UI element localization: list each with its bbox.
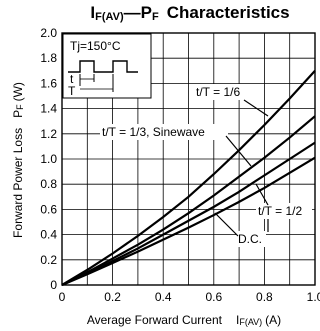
waveform-inset: Tj=150°C t T bbox=[62, 33, 152, 99]
pulse-waveform bbox=[68, 60, 138, 73]
y-tick-label: 1.2 bbox=[40, 127, 57, 141]
x-tick-label: 0.2 bbox=[104, 290, 121, 304]
inset-temperature-label: Tj=150°C bbox=[70, 39, 121, 53]
y-tick-label: 1.0 bbox=[40, 152, 57, 166]
inset-background bbox=[63, 34, 151, 98]
label-bg-dc bbox=[236, 231, 266, 247]
label-bg-1-6 bbox=[194, 84, 250, 100]
series-label-1-2: t/T = 1/2 bbox=[258, 204, 302, 218]
y-tick-label: 0 bbox=[50, 278, 57, 292]
plot-frame bbox=[61, 32, 316, 286]
series-label-dc: D.C. bbox=[238, 232, 262, 246]
y-tick-label: 0.2 bbox=[40, 253, 57, 267]
x-axis-label: Average Forward Current IF(AV) (A) bbox=[87, 313, 281, 327]
chart-title: IF(AV)—PF Characteristics bbox=[90, 3, 289, 23]
series-label-1-6: t/T = 1/6 bbox=[196, 85, 240, 99]
x-tick-label: 0.8 bbox=[256, 290, 273, 304]
y-tick-label: 0.4 bbox=[40, 228, 57, 242]
inset-T-label: T bbox=[68, 84, 76, 98]
y-tick-label: 0.8 bbox=[40, 177, 57, 191]
x-tick-label: 0 bbox=[59, 290, 66, 304]
label-bg-1-3 bbox=[100, 124, 228, 140]
leader-1-2 bbox=[255, 183, 269, 206]
x-tick-labels: 0 0.2 0.4 0.6 0.8 1.0 bbox=[59, 290, 320, 304]
series-annotations: t/T = 1/6 t/T = 1/3, Sinewave t/T = 1/2 … bbox=[100, 84, 312, 247]
series-label-1-3: t/T = 1/3, Sinewave bbox=[102, 125, 205, 139]
inset-border bbox=[62, 33, 152, 99]
x-tick-label: 1.0 bbox=[307, 290, 320, 304]
leader-1-3 bbox=[225, 135, 252, 167]
y-tick-label: 1.6 bbox=[40, 76, 57, 90]
y-tick-label: 1.8 bbox=[40, 51, 57, 65]
y-tick-label: 0.6 bbox=[40, 202, 57, 216]
x-tick-label: 0.4 bbox=[155, 290, 172, 304]
leader-1-6 bbox=[243, 99, 269, 117]
x-tick-label: 0.6 bbox=[205, 290, 222, 304]
series-lines bbox=[61, 70, 316, 287]
label-bg-1-2 bbox=[256, 203, 312, 219]
leader-dc bbox=[214, 212, 239, 237]
y-axis-label: Forward Power LossPF(W) bbox=[11, 82, 25, 238]
inset-t-label: t bbox=[70, 72, 74, 86]
series-line-1 bbox=[61, 115, 316, 286]
series-line-2 bbox=[61, 141, 316, 287]
series-line-3 bbox=[61, 156, 316, 287]
y-tick-labels: 0 0.2 0.4 0.6 0.8 1.0 1.2 1.4 1.6 1.8 2.0 bbox=[40, 26, 57, 292]
y-tick-label: 2.0 bbox=[40, 26, 57, 40]
series-line-0 bbox=[61, 70, 316, 286]
y-tick-label: 1.4 bbox=[40, 102, 57, 116]
